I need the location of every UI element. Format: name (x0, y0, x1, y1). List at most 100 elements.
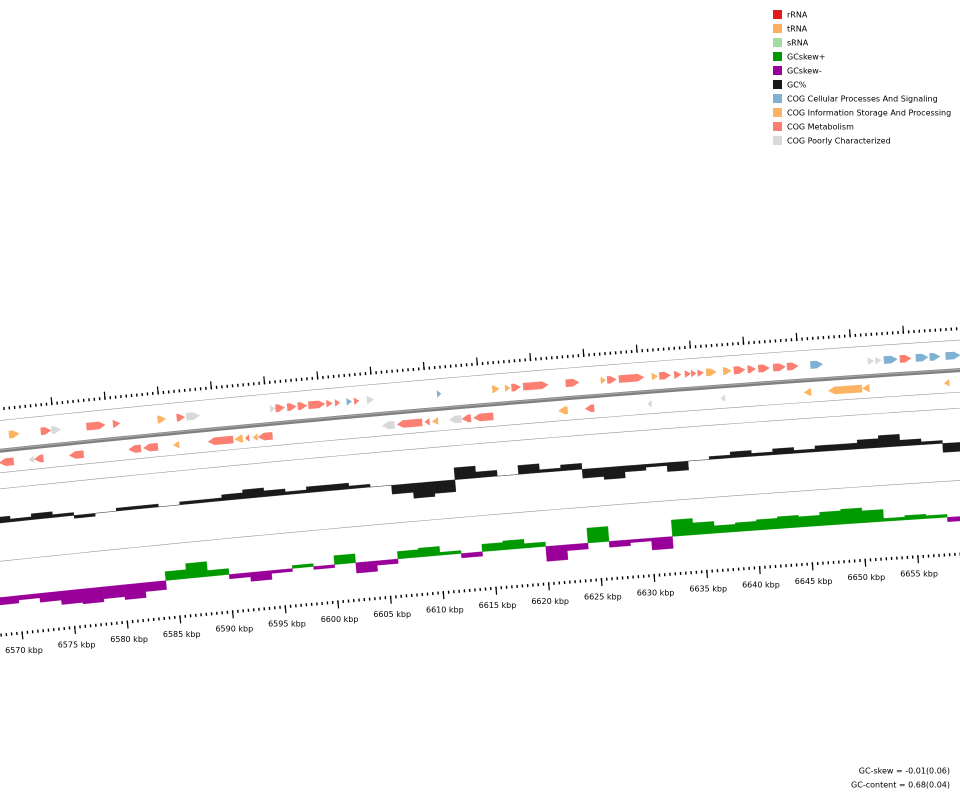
gc-skew-bar (81, 586, 105, 605)
major-tick (635, 344, 638, 353)
major-tick (476, 357, 478, 366)
track-circle (0, 480, 960, 562)
major-tick (422, 361, 425, 371)
gc-skew-bar (164, 569, 188, 581)
gc-skew-bar (608, 539, 631, 548)
gc-skew-bar (798, 515, 821, 528)
tick-label: 6605 kbp (373, 610, 411, 619)
gene-arrow (945, 351, 960, 360)
gc-content-bar (814, 444, 837, 453)
gene-arrow (673, 371, 682, 379)
gene-arrow (618, 373, 645, 383)
gc-skew-bar (228, 572, 251, 580)
gc-skew-bar (502, 539, 525, 551)
gene-arrow (747, 365, 757, 374)
track-circle (0, 407, 960, 490)
tick-label: 6575 kbp (58, 640, 96, 649)
gene-arrow (307, 400, 326, 410)
major-tick (864, 558, 867, 567)
gc-content-bar (348, 483, 371, 490)
gene-arrow (810, 360, 824, 369)
gc-content-bar (327, 482, 350, 492)
gene-arrow (257, 431, 273, 441)
gc-content-bar (263, 488, 286, 497)
gene-arrow (128, 444, 142, 453)
tick-label: 6600 kbp (321, 615, 359, 624)
gc-content-bar (453, 465, 477, 480)
gc-content-bar (581, 467, 605, 479)
gene-arrow (803, 388, 812, 396)
gene-arrow (875, 356, 882, 365)
gene-arrow (862, 384, 870, 392)
gene-arrow (461, 414, 472, 423)
gc-skew-bar (566, 542, 589, 551)
backbone (0, 368, 960, 453)
gene-arrow (334, 399, 341, 407)
gc-content-bar (877, 434, 901, 448)
major-tick (849, 329, 851, 338)
tick-label: 6610 kbp (426, 606, 464, 615)
major-tick (689, 340, 691, 349)
gene-arrow (172, 440, 180, 449)
gc-skew-bar (925, 514, 948, 519)
legend-label: COG Metabolism (787, 123, 854, 132)
gc-skew-bar (250, 570, 273, 582)
gc-skew-bar (671, 518, 694, 537)
gc-skew-bar (333, 553, 356, 565)
gene-arrow (867, 357, 875, 365)
gc-skew-bar (777, 515, 800, 529)
gene-arrow (658, 371, 671, 380)
gene-arrow (600, 376, 607, 385)
legend-swatch (773, 136, 782, 145)
gene-arrow (705, 368, 717, 377)
gene-arrow (772, 363, 786, 372)
gene-arrow (207, 435, 234, 446)
tick-label: 6630 kbp (637, 588, 675, 597)
gc-skew-bar (60, 588, 84, 605)
major-tick (369, 366, 372, 375)
gene-arrow (85, 421, 106, 431)
gene-arrow (436, 390, 442, 398)
legend-label: COG Poorly Characterized (787, 137, 891, 146)
gc-content-bar (729, 450, 752, 459)
gene-arrow (326, 399, 333, 408)
legend-swatch (773, 66, 782, 75)
gc-content-bar (306, 484, 329, 494)
gene-arrow (606, 375, 617, 384)
gc-content-bar (370, 485, 392, 488)
gene-arrow (828, 384, 863, 395)
major-tick (316, 371, 319, 380)
legend-label: COG Cellular Processes And Signaling (787, 95, 938, 104)
major-tick (263, 376, 266, 385)
tick-label: 6650 kbp (848, 573, 886, 582)
tick-label: 6620 kbp (531, 597, 569, 606)
major-tick (284, 605, 287, 614)
major-tick (389, 595, 392, 604)
major-tick (210, 381, 213, 390)
gene-arrow (269, 405, 276, 413)
gene-arrow (883, 355, 898, 364)
gene-arrow (757, 364, 770, 373)
major-tick (126, 620, 129, 629)
gc-skew-bar (355, 560, 378, 574)
tick-label: 6640 kbp (742, 581, 780, 590)
tick-label: 6585 kbp (163, 630, 201, 639)
gene-arrow (28, 455, 35, 463)
gc-content-bar (285, 489, 307, 495)
gene-arrow (245, 434, 250, 442)
gene-arrow (68, 450, 85, 459)
major-tick (231, 610, 234, 619)
gene-arrow (50, 426, 61, 435)
gene-arrow (297, 402, 308, 411)
major-tick (548, 582, 550, 591)
gene-arrow (424, 417, 431, 426)
tick-label: 6595 kbp (268, 620, 306, 629)
gc-skew-bar (39, 591, 62, 603)
gc-skew-bar (102, 584, 126, 600)
gene-arrow (511, 383, 521, 392)
major-tick (21, 631, 24, 640)
major-tick (179, 615, 182, 624)
gc-skew-bar (376, 558, 399, 566)
legend-label: GCskew- (787, 67, 822, 76)
gc-skew-bar (313, 564, 336, 570)
